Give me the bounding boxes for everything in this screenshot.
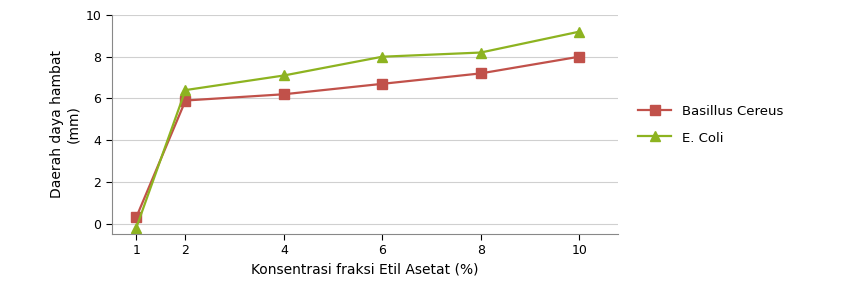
Legend: Basillus Cereus, E. Coli: Basillus Cereus, E. Coli <box>631 97 791 152</box>
X-axis label: Konsentrasi fraksi Etil Asetat (%): Konsentrasi fraksi Etil Asetat (%) <box>252 263 478 277</box>
E. Coli <box>180 88 191 92</box>
E. Coli <box>476 51 486 54</box>
Line: Basillus Cereus: Basillus Cereus <box>131 52 584 222</box>
Basillus Cereus <box>476 72 486 75</box>
E. Coli <box>377 55 387 58</box>
Basillus Cereus <box>377 82 387 85</box>
Basillus Cereus <box>180 99 191 102</box>
Y-axis label: Daerah daya hambat
(mm): Daerah daya hambat (mm) <box>50 50 80 199</box>
E. Coli <box>574 30 584 34</box>
Basillus Cereus <box>131 215 142 219</box>
E. Coli <box>278 74 289 77</box>
Basillus Cereus <box>574 55 584 58</box>
Line: E. Coli: E. Coli <box>131 27 584 232</box>
Basillus Cereus <box>278 92 289 96</box>
E. Coli <box>131 226 142 230</box>
